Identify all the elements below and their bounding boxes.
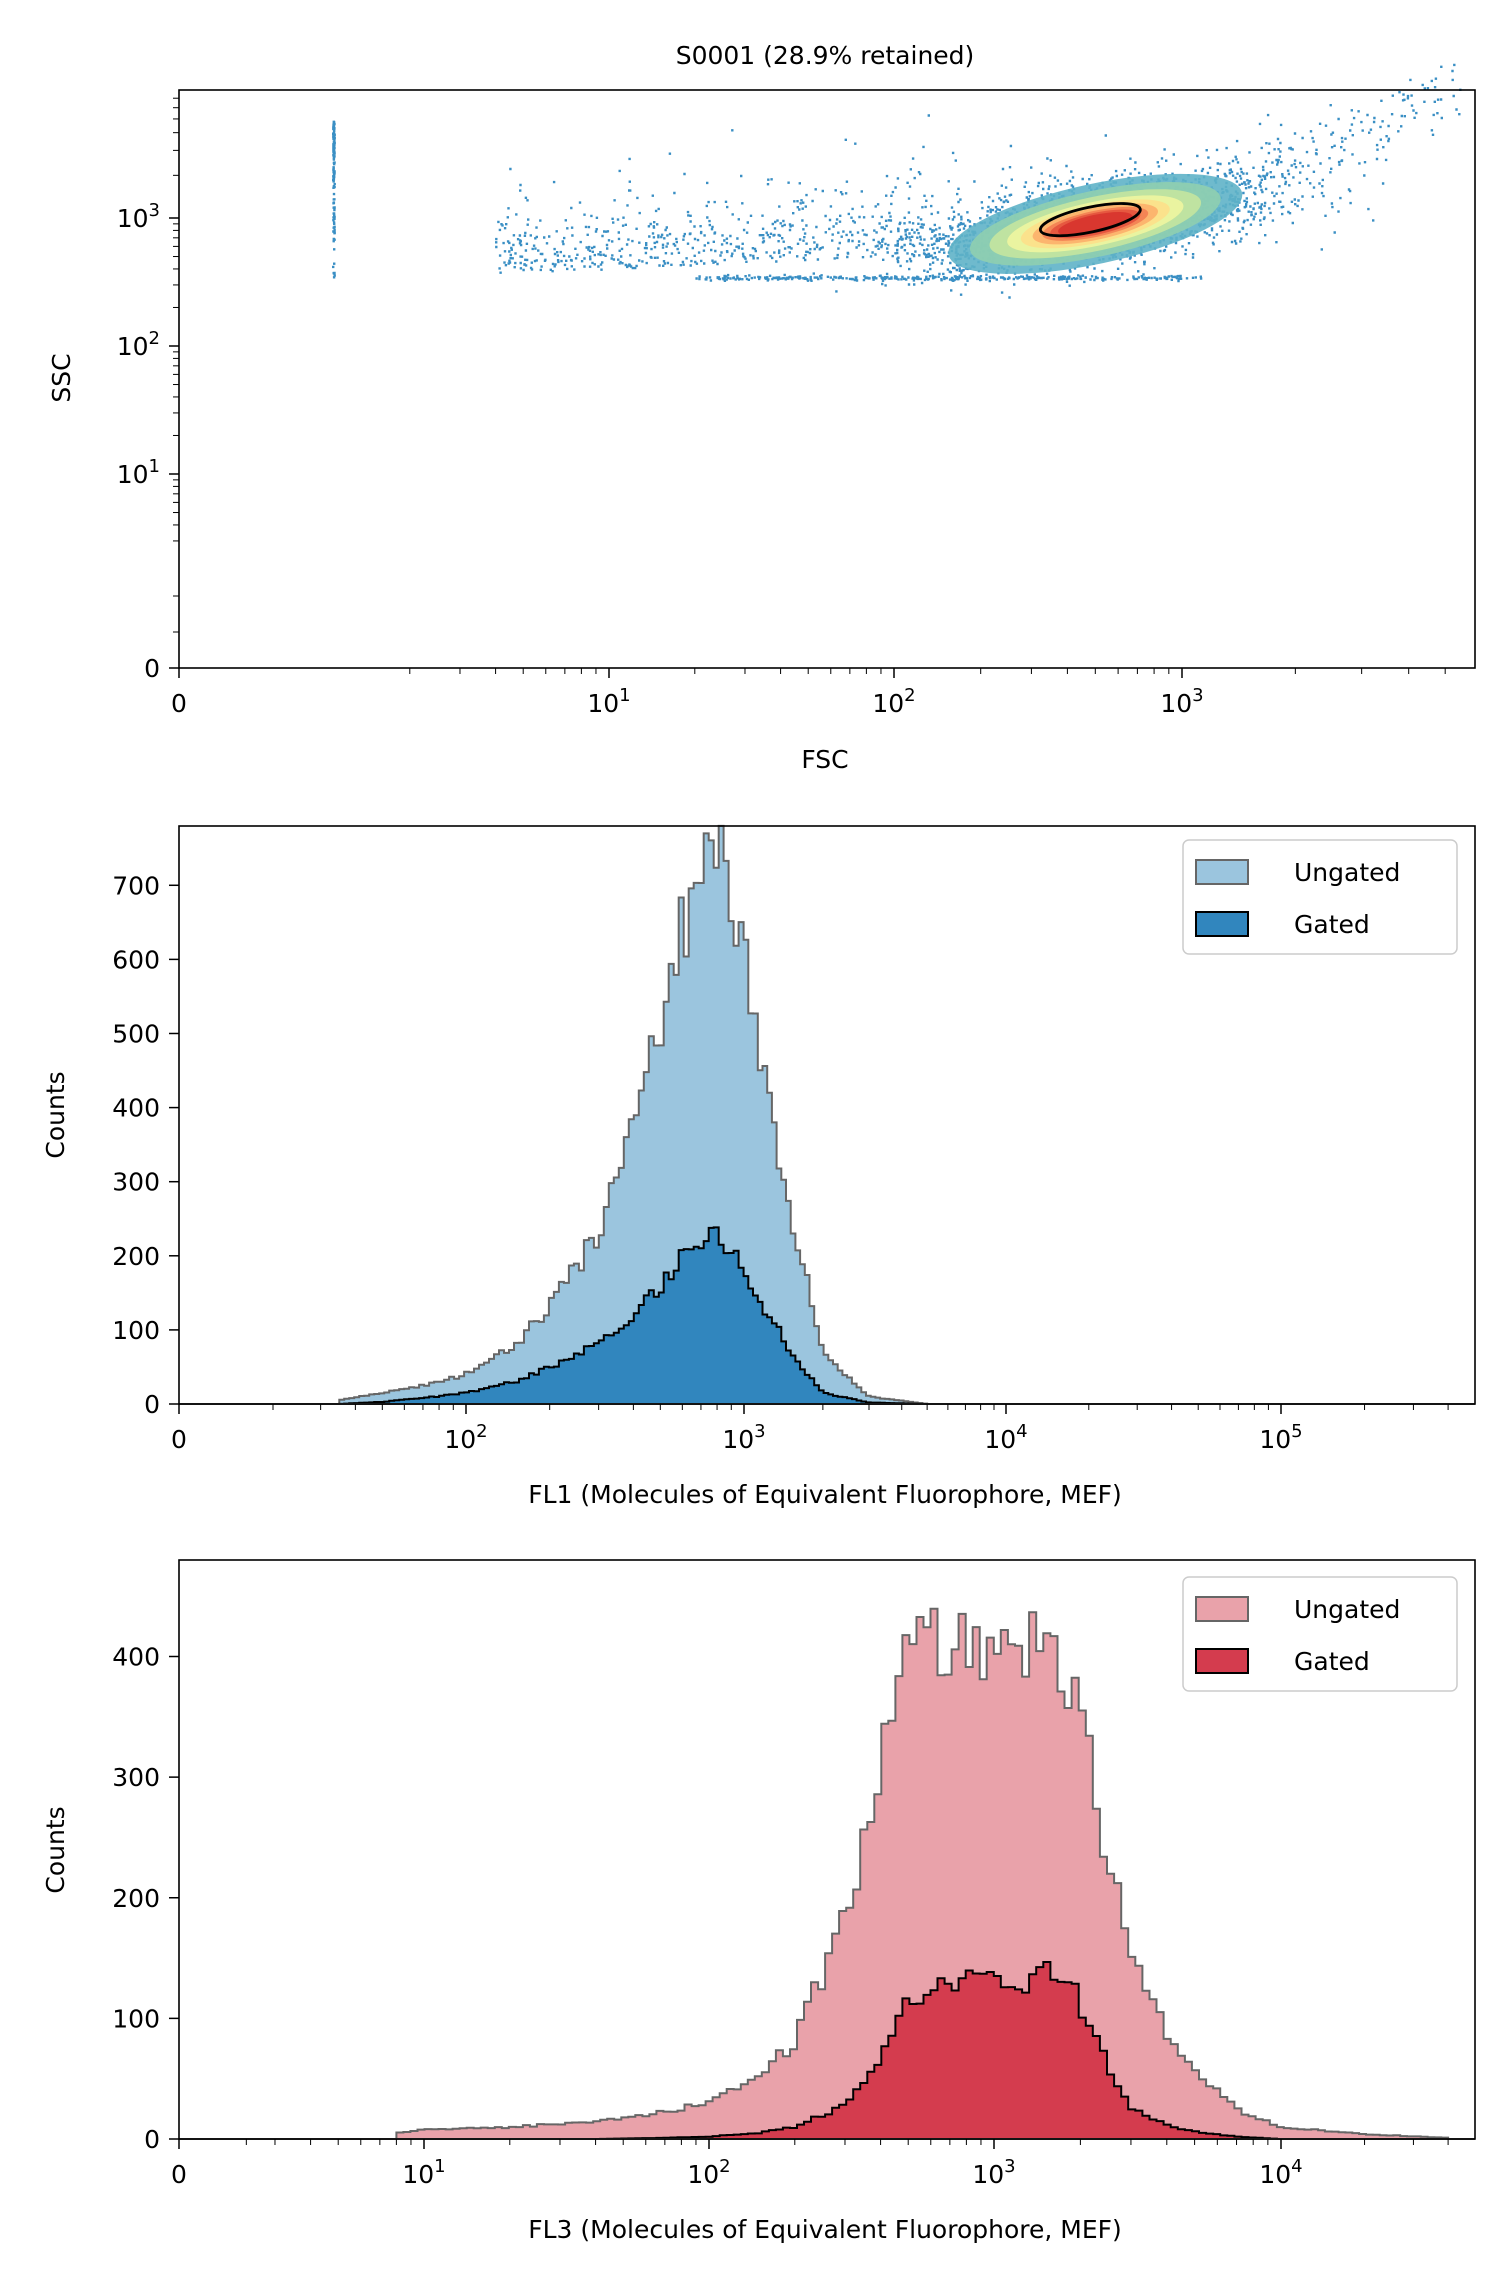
x-axis-ticks: 0 101 102 103 104	[171, 2139, 1449, 2189]
density-contour-9	[1058, 212, 1133, 236]
y-tick-label: 100	[112, 2004, 160, 2033]
legend-swatch-ungated	[1195, 1596, 1249, 1622]
y-tick-label: 200	[112, 1884, 160, 1913]
histogram-gated	[338, 1226, 929, 1405]
density-core	[948, 173, 1243, 274]
legend-box	[1182, 839, 1458, 955]
legend-label-ungated: Ungated	[1294, 1595, 1400, 1624]
y-tick-label: 0	[144, 654, 160, 683]
legend: Ungated Gated	[1182, 1576, 1458, 1692]
plot-frame	[178, 1559, 1476, 2140]
y-tick-label: 100	[112, 1316, 160, 1345]
y-axis-ticks: 0 100 200 300 400	[112, 1643, 179, 2154]
histogram-ungated	[338, 824, 929, 1405]
y-tick-label: 400	[112, 1094, 160, 1123]
y-axis-label: Counts	[41, 1071, 70, 1158]
legend-label-ungated: Ungated	[1294, 858, 1400, 887]
x-axis-label: FL1 (Molecules of Equivalent Fluorophore…	[528, 1480, 1122, 1509]
legend-swatch-gated	[1195, 1648, 1249, 1674]
x-axis-label: FL3 (Molecules of Equivalent Fluorophore…	[528, 2215, 1122, 2244]
y-tick-label: 0	[144, 1390, 160, 1419]
y-tick-label: 300	[112, 1763, 160, 1792]
y-axis-ticks: 0 100 200 300 400 500 600 700	[112, 871, 179, 1419]
chart-title: S0001 (28.9% retained)	[676, 41, 975, 70]
plot-frame	[178, 825, 1476, 1405]
legend-swatch-gated	[1195, 911, 1249, 937]
fsc-ssc-scatter-panel: S0001 (28.9% retained) 0 101 102 103 010110…	[47, 41, 1476, 774]
x-tick-label: 0	[171, 2160, 187, 2189]
y-tick-label: 600	[112, 945, 160, 974]
fl3-histogram-panel: 0 101 102 103 104 0 100 200 300 400 FL3 (Molecul…	[41, 1559, 1476, 2244]
y-tick-label: 0	[144, 2125, 160, 2154]
x-tick-label: 0	[171, 689, 187, 718]
x-axis-label: FSC	[801, 745, 848, 774]
y-axis-label: Counts	[41, 1806, 70, 1893]
y-tick-label: 500	[112, 1019, 160, 1048]
y-tick-label: 200	[112, 1242, 160, 1271]
plot-frame	[178, 89, 1476, 669]
x-tick-label: 0	[171, 1425, 187, 1454]
legend-label-gated: Gated	[1294, 1647, 1370, 1676]
histogram-ungated	[395, 1607, 1450, 2140]
y-tick-label: 400	[112, 1643, 160, 1672]
y-axis-label: SSC	[47, 353, 76, 402]
x-axis-ticks: 0 101 102 103	[171, 668, 1446, 718]
gate-ellipse	[1038, 202, 1142, 238]
y-tick-label: 700	[112, 871, 160, 900]
legend-box	[1182, 1576, 1458, 1692]
legend: Ungated Gated	[1182, 839, 1458, 955]
y-tick-label: 300	[112, 1168, 160, 1197]
legend-label-gated: Gated	[1294, 910, 1370, 939]
legend-swatch-ungated	[1195, 859, 1249, 885]
